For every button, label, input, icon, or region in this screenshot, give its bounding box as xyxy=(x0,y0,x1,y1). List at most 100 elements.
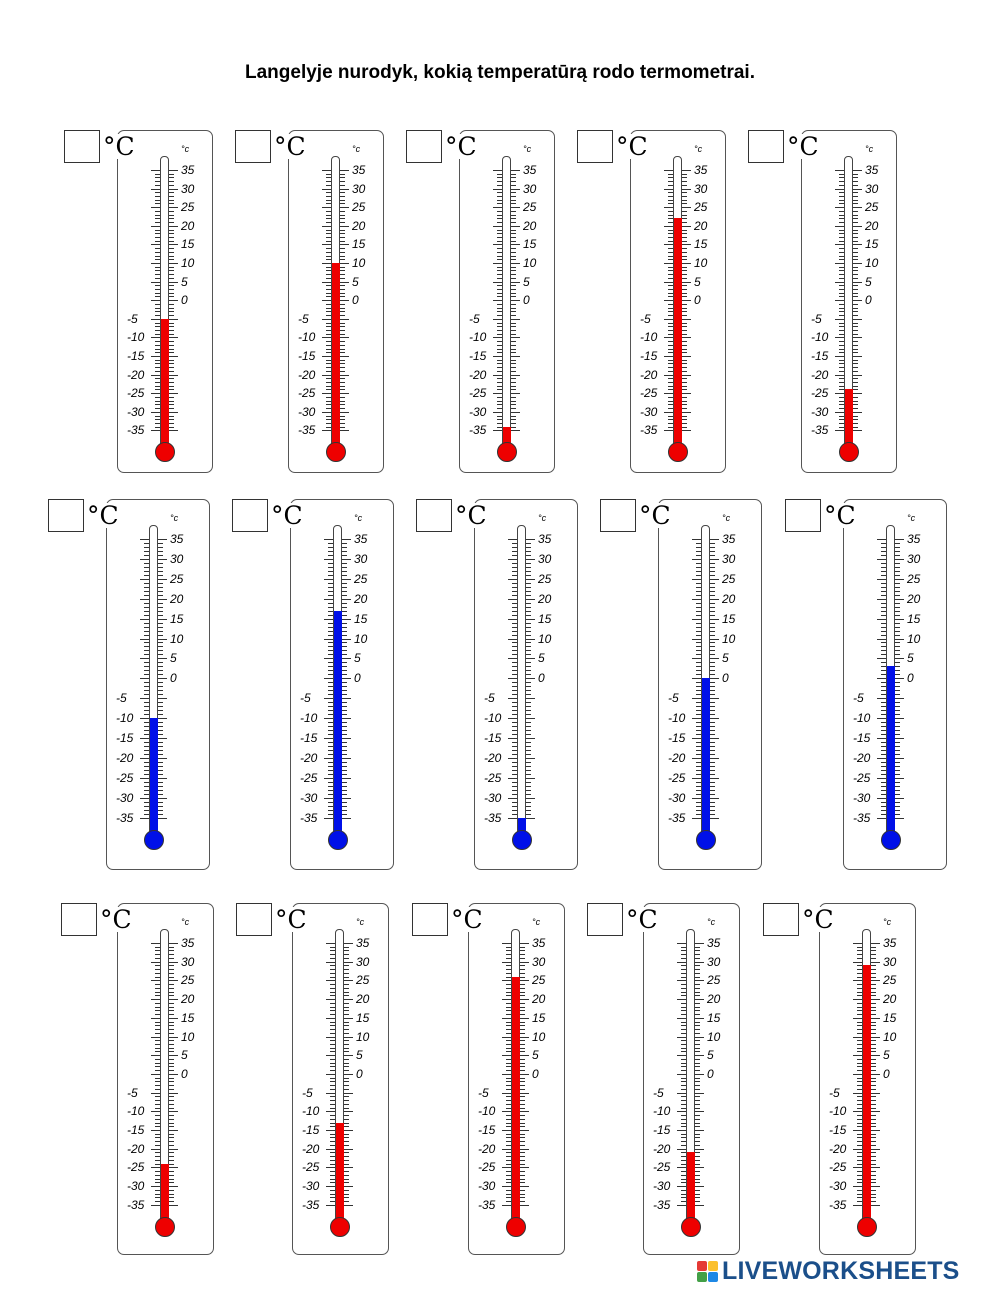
scale-tick xyxy=(508,618,517,620)
scale-tick xyxy=(155,344,160,346)
scale-tick xyxy=(324,738,333,739)
scale-tick xyxy=(696,562,701,564)
answer-input[interactable] xyxy=(588,904,622,935)
scale-tick xyxy=(520,1118,525,1120)
scale-tick xyxy=(340,307,345,309)
answer-box[interactable] xyxy=(600,499,636,532)
answer-input[interactable] xyxy=(49,500,83,531)
scale-tick xyxy=(342,622,347,624)
scale-tick xyxy=(857,1047,862,1049)
scale-tick xyxy=(506,1002,511,1004)
answer-box[interactable] xyxy=(763,903,799,936)
scale-tick xyxy=(328,610,333,612)
scale-tick xyxy=(682,277,687,279)
scale-tick xyxy=(326,980,335,982)
scale-tick xyxy=(895,789,900,791)
scale-tick xyxy=(520,1047,525,1049)
scale-tick xyxy=(512,630,517,632)
scale-tick xyxy=(158,638,167,640)
answer-box[interactable] xyxy=(412,903,448,936)
scale-tick xyxy=(497,292,502,294)
scale-tick xyxy=(155,315,160,317)
scale-tick xyxy=(857,1032,862,1034)
scale-tick xyxy=(520,1092,529,1094)
scale-tick-label: 30 xyxy=(883,954,897,969)
scale-tick xyxy=(330,1182,335,1184)
answer-box[interactable] xyxy=(406,130,442,163)
scale-tick xyxy=(169,1058,174,1060)
scale-tick-label: 0 xyxy=(170,671,177,686)
scale-tick xyxy=(169,329,174,331)
answer-box[interactable] xyxy=(577,130,613,163)
scale-tick xyxy=(835,188,844,190)
answer-input[interactable] xyxy=(578,131,612,162)
scale-tick xyxy=(692,738,701,739)
scale-tick-label: 5 xyxy=(707,1048,714,1063)
answer-input[interactable] xyxy=(413,904,447,935)
scale-tick-label: -15 xyxy=(853,731,871,745)
scale-tick xyxy=(144,554,149,556)
scale-tick xyxy=(158,586,163,588)
scale-tick xyxy=(326,367,331,369)
scale-tick xyxy=(512,785,517,787)
answer-input[interactable] xyxy=(749,131,783,162)
scale-tick xyxy=(326,274,331,276)
answer-input[interactable] xyxy=(417,500,451,531)
answer-box[interactable] xyxy=(48,499,84,532)
answer-input[interactable] xyxy=(786,500,820,531)
scale-tick xyxy=(871,1002,876,1004)
scale-tick xyxy=(511,173,516,175)
answer-box[interactable] xyxy=(232,499,268,532)
scale-tick xyxy=(158,718,167,720)
scale-unit-label: °c xyxy=(532,917,541,927)
scale-tick xyxy=(155,240,160,242)
scale-tick xyxy=(340,363,345,365)
scale-tick xyxy=(692,698,701,700)
scale-tick xyxy=(344,1006,349,1008)
scale-tick xyxy=(511,348,516,350)
scale-tick xyxy=(169,292,174,294)
scale-tick xyxy=(895,749,900,751)
scale-tick xyxy=(506,1171,511,1173)
scale-tick xyxy=(326,352,331,354)
scale-tick xyxy=(155,199,160,201)
scale-tick xyxy=(710,566,715,568)
scale-tick xyxy=(326,1055,335,1057)
answer-box[interactable] xyxy=(587,903,623,936)
answer-input[interactable] xyxy=(601,500,635,531)
scale-tick xyxy=(140,777,149,779)
scale-tick xyxy=(169,1040,174,1042)
answer-box[interactable] xyxy=(748,130,784,163)
scale-tick xyxy=(344,957,349,959)
answer-input[interactable] xyxy=(764,904,798,935)
scale-tick xyxy=(342,765,347,767)
scale-tick xyxy=(169,236,174,238)
answer-box[interactable] xyxy=(236,903,272,936)
answer-box[interactable] xyxy=(61,903,97,936)
answer-box[interactable] xyxy=(416,499,452,532)
answer-box[interactable] xyxy=(64,130,100,163)
scale-tick xyxy=(155,1077,160,1079)
scale-tick xyxy=(881,574,886,576)
scale-tick xyxy=(151,411,160,413)
answer-input[interactable] xyxy=(62,904,96,935)
answer-input[interactable] xyxy=(65,131,99,162)
scale-tick xyxy=(710,618,719,620)
scale-tick xyxy=(682,207,691,209)
scale-tick xyxy=(853,296,858,298)
scale-tick-label: -20 xyxy=(668,750,686,765)
answer-input[interactable] xyxy=(233,500,267,531)
answer-input[interactable] xyxy=(407,131,441,162)
answer-input[interactable] xyxy=(237,904,271,935)
scale-tick xyxy=(668,333,673,335)
answer-box[interactable] xyxy=(235,130,271,163)
scale-tick xyxy=(839,422,844,424)
scale-tick xyxy=(158,702,163,704)
scale-tick xyxy=(853,188,862,190)
scale-tick xyxy=(520,1100,525,1102)
scale-tick xyxy=(681,946,686,948)
scale-tick xyxy=(895,622,900,624)
answer-input[interactable] xyxy=(236,131,270,162)
answer-box[interactable] xyxy=(785,499,821,532)
scale-tick xyxy=(877,777,886,779)
